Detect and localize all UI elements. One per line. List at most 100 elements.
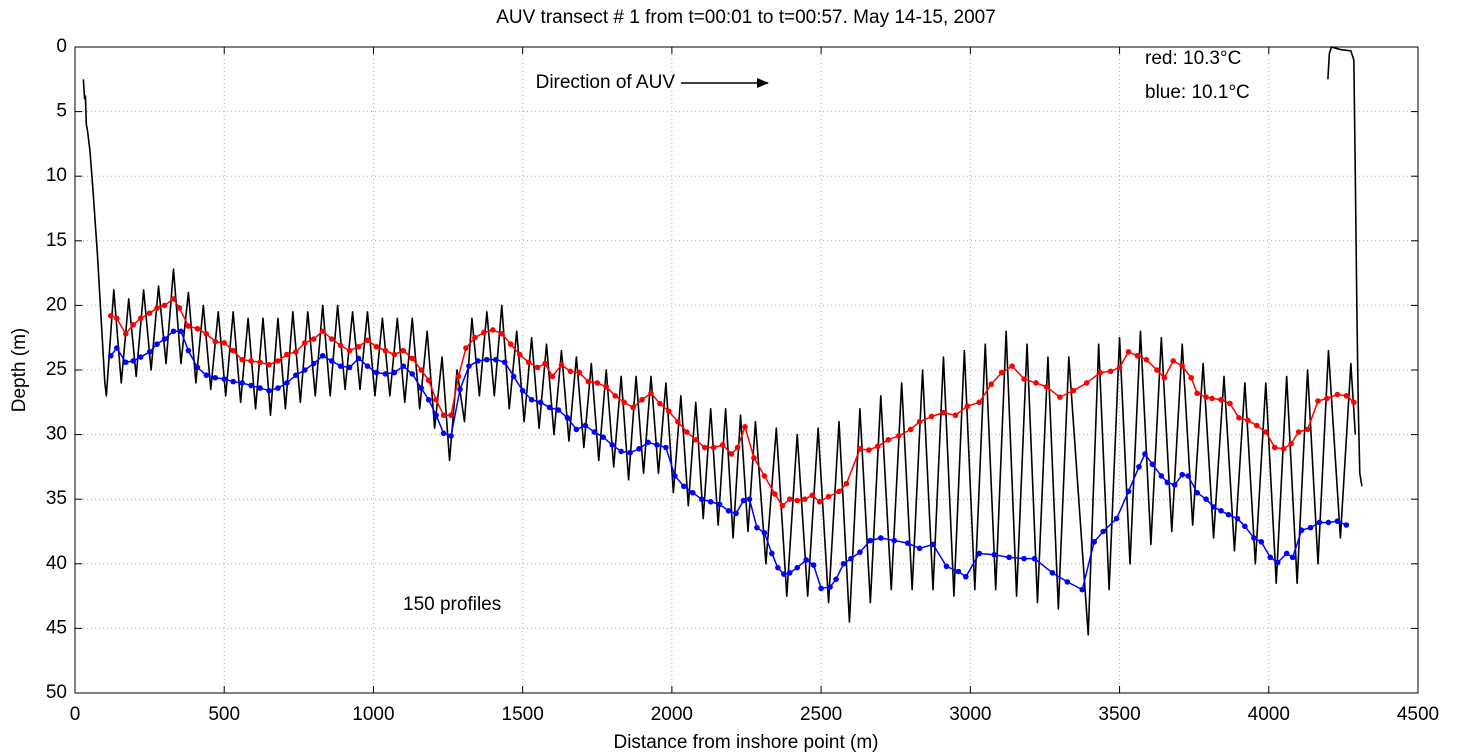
data-point (337, 342, 344, 349)
data-point (1324, 395, 1330, 402)
x-tick-label: 3000 (949, 704, 991, 725)
data-point (1262, 429, 1269, 435)
data-point (1218, 396, 1224, 403)
data-point (878, 535, 884, 541)
data-point (1325, 519, 1332, 526)
data-point (525, 359, 532, 366)
data-point (475, 358, 481, 364)
data-point (1097, 369, 1103, 376)
data-point (302, 367, 308, 373)
data-point (794, 564, 801, 571)
data-point (440, 412, 447, 419)
data-point (816, 498, 823, 505)
axes-box (74, 46, 1419, 694)
plot-area (74, 46, 1419, 694)
data-point (600, 434, 607, 440)
data-point (266, 362, 272, 368)
data-point (355, 343, 362, 350)
data-point (710, 444, 717, 451)
data-point (1125, 349, 1132, 355)
data-point (409, 355, 416, 362)
data-point (943, 563, 950, 570)
chart-title: AUV transect # 1 from t=00:01 to t=00:57… (496, 7, 996, 28)
data-point (122, 331, 129, 337)
data-point (284, 380, 290, 386)
data-point (1161, 374, 1168, 381)
data-point (1209, 395, 1215, 402)
data-point (1113, 515, 1120, 522)
data-point (803, 557, 809, 563)
data-point (827, 584, 833, 590)
data-point (1179, 471, 1186, 478)
data-point (481, 329, 487, 336)
data-point (490, 327, 496, 333)
data-point (555, 407, 562, 413)
data-point (612, 393, 618, 399)
data-point (1242, 523, 1248, 530)
data-point (1343, 522, 1350, 528)
data-point (576, 369, 583, 376)
data-point (867, 537, 874, 544)
data-point (916, 418, 923, 425)
data-point (698, 496, 705, 503)
data-point (857, 549, 863, 555)
data-point (418, 367, 424, 373)
data-point (904, 540, 911, 546)
data-point (1021, 555, 1027, 562)
data-point (818, 585, 824, 592)
data-point (1334, 391, 1341, 398)
data-point (257, 385, 263, 391)
data-point (930, 541, 936, 548)
y-tick-label: 40 (46, 553, 67, 574)
data-point (108, 312, 114, 319)
data-point (786, 496, 793, 503)
data-point (1251, 535, 1257, 541)
data-point (466, 363, 472, 369)
data-point (630, 404, 636, 411)
data-point (113, 315, 120, 322)
y-tick-label: 5 (56, 101, 67, 122)
data-point (516, 351, 523, 358)
data-point (672, 473, 678, 479)
data-point (154, 341, 160, 347)
data-point (302, 340, 308, 346)
data-point (564, 415, 571, 421)
data-point (810, 562, 817, 568)
data-point (725, 508, 732, 514)
data-point (178, 328, 184, 335)
data-point (1203, 394, 1209, 400)
data-point (689, 489, 696, 496)
data-point (194, 325, 201, 332)
data-point (801, 496, 808, 503)
data-point (519, 387, 526, 394)
data-point (840, 561, 847, 567)
data-point (1009, 363, 1015, 369)
data-point (1185, 473, 1191, 479)
data-point (266, 387, 272, 394)
data-point (1227, 400, 1233, 407)
data-point (484, 356, 490, 363)
data-point (1316, 519, 1323, 526)
x-tick-label: 2000 (651, 704, 693, 725)
data-point (1116, 364, 1123, 371)
data-point (1254, 422, 1260, 429)
data-point (654, 442, 660, 448)
y-tick-label: 10 (46, 165, 67, 186)
data-point (836, 488, 842, 495)
data-point (1225, 511, 1232, 518)
data-point (122, 359, 129, 366)
data-point (1091, 539, 1097, 545)
y-tick-label: 35 (46, 488, 67, 509)
data-point (857, 446, 863, 452)
data-point (825, 493, 832, 500)
data-point (425, 377, 432, 384)
data-point (501, 359, 508, 366)
data-point (146, 349, 153, 355)
data-point (928, 413, 935, 420)
data-point (719, 442, 726, 448)
data-point (1125, 488, 1132, 495)
data-point (463, 345, 469, 351)
data-point (257, 359, 263, 366)
